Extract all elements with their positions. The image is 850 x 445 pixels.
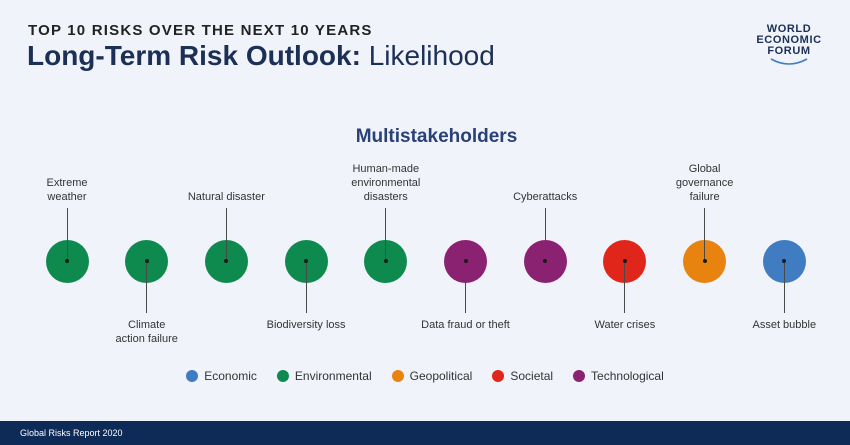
risk-label-line: Human-made [352,163,420,175]
risk-label: Biodiversity loss [231,318,381,332]
risk-label: Human-made environmental disasters [311,162,461,204]
legend-dot [186,370,199,382]
risk-label-line: Water crises [594,319,656,331]
logo-line-3: FORUM [767,45,811,57]
page-title: Long-Term Risk Outlook: Likelihood [27,40,495,72]
connector-line [544,208,546,261]
risk-label-line: Data fraud or theft [421,319,510,331]
legend-dot [492,370,505,382]
risk-label: Cyberattacks [470,190,620,204]
legend-label: Environmental [294,369,372,383]
risk-center-point [383,259,388,263]
legend-item-geopolitical: Geopolitical [391,369,473,383]
diagram-subtitle: Multistakeholders [355,126,518,147]
risk-label: Data fraud or theft [391,318,541,332]
connector-line [146,261,148,313]
risk-center-point [224,259,229,263]
risk-label-line: action failure [115,333,178,345]
risk-label-line: Asset bubble [752,319,817,331]
legend-item-technological: Technological [573,369,664,383]
risk-label-line: Climate [128,319,166,331]
legend-item-environmental: Environmental [276,369,372,383]
risk-label-line: weather [47,191,87,203]
legend-item-societal: Societal [492,369,553,383]
title-light: Likelihood [368,40,495,71]
risk-label-line: Cyberattacks [513,191,578,203]
legend-label: Geopolitical [409,369,473,383]
kicker-heading: TOP 10 RISKS OVER THE NEXT 10 YEARS [28,22,373,39]
footer-bar: Global Risks Report 2020 [0,421,850,445]
risk-label: Asset bubble [709,318,850,332]
logo-line-1: WORLD [766,23,812,35]
connector-line [385,208,387,261]
logo-line-2: ECONOMIC [756,34,822,46]
connector-line [704,208,706,261]
risk-center-point [622,259,627,263]
legend-item-economic: Economic [186,369,257,383]
footer-text: Global Risks Report 2020 [20,428,123,438]
legend-label: Societal [510,369,554,383]
connector-line [305,261,307,313]
legend-dot [573,370,586,382]
risk-center-point [304,259,309,263]
legend-label: Technological [591,369,664,383]
risk-center-point [782,259,787,263]
logo-arc-icon [770,58,808,65]
connector-line [225,208,227,261]
legend-dot [391,370,404,382]
risk-label-line: disasters [363,191,408,203]
risk-label-line: Natural disaster [187,191,265,203]
legend: Economic Environmental Geopolitical Societa… [0,369,850,383]
wef-logo: WORLD ECONOMIC FORUM [748,24,830,67]
connector-line [465,261,466,313]
risk-center-point [463,259,468,263]
risk-center-point [144,259,149,263]
risk-label-line: Biodiversity loss [266,319,346,331]
risk-label: Water crises [550,318,700,332]
connector-line [624,261,626,313]
risk-center-point [702,259,707,263]
connector-line [66,208,68,261]
risk-label: Global governance failure [630,162,780,204]
title-bold: Long-Term Risk Outlook: [27,40,361,71]
risk-center-point [543,259,548,263]
connector-line [783,261,785,313]
risk-label-line: Global [688,163,721,175]
legend-label: Economic [204,369,257,383]
risk-label: Climate action failure [72,318,222,346]
risk-label: Extreme weather [0,176,142,204]
risk-label-line: Extreme [46,177,88,189]
legend-dot [276,370,289,382]
risk-label-line: governance [675,177,734,189]
risk-label: Natural disaster [151,190,301,204]
risk-label-line: failure [689,191,720,203]
risk-center-point [65,259,69,263]
risk-label-line: environmental [351,177,421,189]
